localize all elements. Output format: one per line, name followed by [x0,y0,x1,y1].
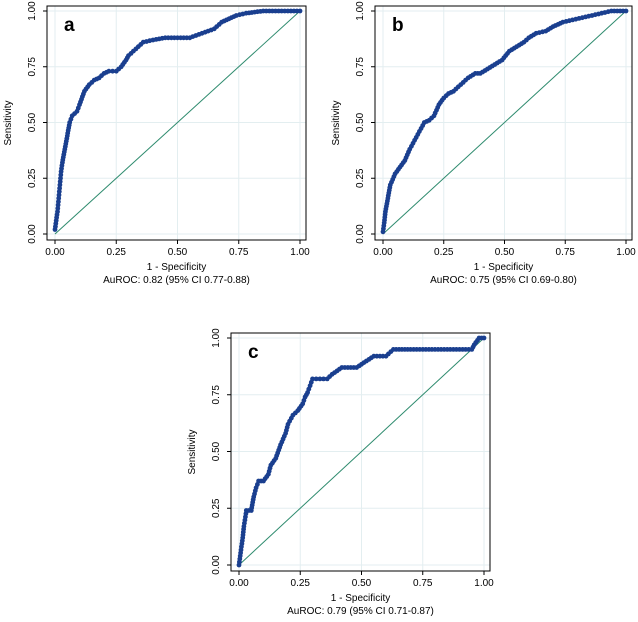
roc-point [313,376,319,382]
y-tick-label: 1.00 [355,1,366,21]
x-tick-label: 0.50 [352,578,372,589]
y-axis-title: Sensitivity [187,429,198,474]
x-tick-label: 0.75 [229,247,249,258]
y-axis-title: Sensitivity [331,100,342,145]
roc-point [481,335,487,341]
roc-markers [236,335,487,568]
roc-point [110,68,115,74]
y-tick-label: 0.25 [27,168,38,188]
y-tick-label: 0.00 [27,224,38,244]
x-tick-label: 0.75 [413,578,433,589]
y-axis-title: Sensitivity [3,100,14,145]
x-tick-label: 0.75 [556,247,576,258]
roc-panel-a: 0.00 0.25 0.50 0.75 1.00 0.00 0.25 0.50 0.75 1.00… [3,1,310,286]
roc-panel-c: 0.00 0.25 0.50 0.75 1.00 0.00 0.25 0.50 0.75 1.00… [187,328,494,617]
y-tick-label: 0.00 [211,555,222,575]
auroc-caption: AuROC: 0.75 (95% CI 0.69-0.80) [430,275,577,286]
panel-label: c [248,342,259,363]
roc-point [623,8,629,14]
x-tick-label: 0.00 [45,247,65,258]
x-tick-label: 0.50 [495,247,515,258]
roc-point [106,68,112,74]
x-axis-title: 1 - Specificity [331,593,390,604]
reference-line [54,10,301,235]
reference-line [238,337,485,566]
y-tick-label: 0.25 [211,498,222,518]
panel-label: b [392,15,404,36]
x-tick-label: 0.25 [107,247,127,258]
auroc-caption: AuROC: 0.79 (95% CI 0.71-0.87) [287,606,434,617]
x-tick-label: 0.25 [434,247,454,258]
auroc-caption: AuROC: 0.82 (95% CI 0.77-0.88) [103,275,250,286]
x-axis-title: 1 - Specificity [474,262,533,273]
x-tick-label: 1.00 [290,247,310,258]
y-tick-label: 0.50 [355,112,366,132]
roc-point [297,8,303,14]
y-tick-label: 0.50 [27,112,38,132]
x-tick-label: 0.00 [229,578,249,589]
y-tick-label: 0.25 [355,168,366,188]
roc-point [321,376,326,382]
roc-panel-b: 0.00 0.25 0.50 0.75 1.00 0.00 0.25 0.50 0.75 1.00… [331,1,636,286]
x-tick-label: 0.00 [373,247,393,258]
panel-label: a [64,15,75,36]
y-tick-label: 0.50 [211,441,222,461]
y-tick-label: 0.75 [211,385,222,405]
x-tick-label: 1.00 [616,247,636,258]
x-tick-label: 1.00 [474,578,494,589]
roc-markers [380,8,629,235]
roc-markers [52,8,303,232]
y-tick-label: 1.00 [27,1,38,21]
x-tick-label: 0.50 [168,247,188,258]
x-axis-title: 1 - Specificity [147,262,206,273]
roc-point [317,376,323,382]
y-tick-label: 1.00 [211,328,222,348]
y-tick-label: 0.75 [355,57,366,77]
roc-point [310,376,315,382]
y-tick-label: 0.75 [27,57,38,77]
x-tick-label: 0.25 [291,578,311,589]
reference-line [382,10,627,235]
y-tick-label: 0.00 [355,224,366,244]
